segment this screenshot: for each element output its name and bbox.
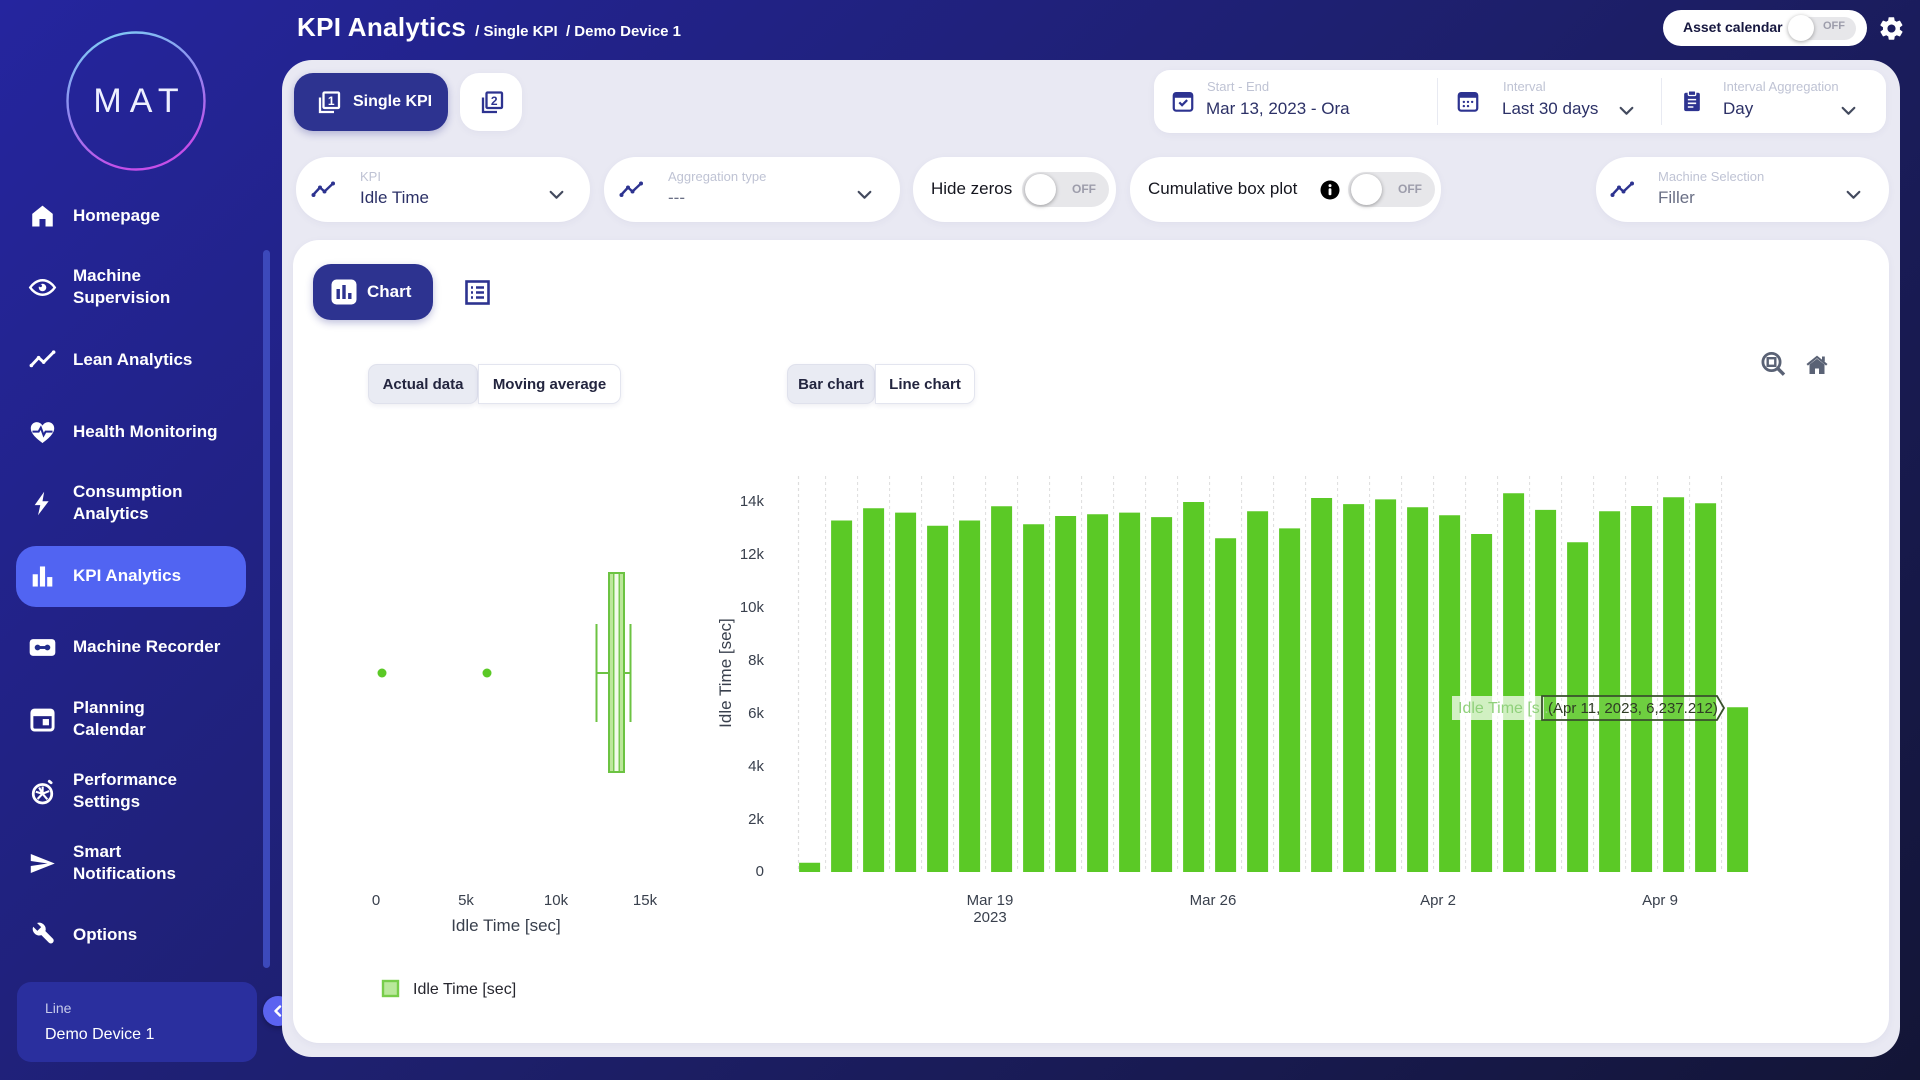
svg-text:Mar 26: Mar 26 <box>1190 892 1237 909</box>
svg-text:14k: 14k <box>740 493 765 510</box>
svg-text:2: 2 <box>490 93 497 107</box>
svg-text:5k: 5k <box>458 892 474 909</box>
svg-text:Idle Time [sec]: Idle Time [sec] <box>413 981 516 998</box>
svg-text:(Apr 11, 2023, 6,237.212): (Apr 11, 2023, 6,237.212) <box>1548 700 1718 717</box>
svg-text:2k: 2k <box>748 811 764 828</box>
svg-text:10k: 10k <box>544 892 569 909</box>
svg-text:8k: 8k <box>748 652 764 669</box>
svg-text:4k: 4k <box>748 758 764 775</box>
svg-text:Idle Time [s...: Idle Time [s... <box>1458 700 1553 717</box>
svg-text:10k: 10k <box>740 599 765 616</box>
svg-text:0: 0 <box>756 863 764 880</box>
svg-text:Idle Time [sec]: Idle Time [sec] <box>716 618 735 728</box>
svg-text:Apr 2: Apr 2 <box>1420 892 1456 909</box>
svg-text:1: 1 <box>328 93 335 107</box>
svg-text:6k: 6k <box>748 705 764 722</box>
svg-text:12k: 12k <box>740 546 765 563</box>
svg-text:0: 0 <box>372 892 380 909</box>
svg-text:Idle Time [sec]: Idle Time [sec] <box>451 916 561 935</box>
svg-text:2023: 2023 <box>973 909 1006 926</box>
svg-text:15k: 15k <box>633 892 658 909</box>
svg-text:Mar 19: Mar 19 <box>967 892 1014 909</box>
svg-text:Apr 9: Apr 9 <box>1642 892 1678 909</box>
